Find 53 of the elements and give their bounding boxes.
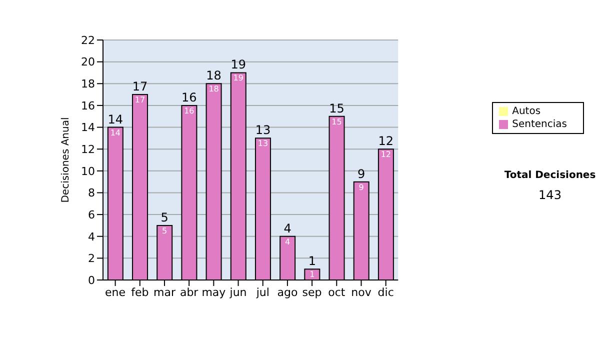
data-label: 13 [258,139,268,148]
data-label: 1 [310,270,315,280]
data-label: 9 [358,182,364,192]
x-tick-label: mar [153,286,176,299]
y-tick-label: 14 [81,121,95,134]
x-tick-label: oct [328,286,346,299]
x-tick-label: nov [351,286,372,299]
data-label: 17 [134,96,146,105]
y-tick-label: 2 [88,252,95,266]
data-label: 16 [184,106,194,116]
data-label: 5 [162,226,168,236]
data-label: 14 [110,128,121,138]
total-label: 4 [284,221,292,236]
total-label: 9 [358,166,366,181]
total-label: 13 [255,123,271,138]
total-label: 19 [230,58,246,72]
y-tick-label: 18 [81,78,95,91]
x-tick-label: dic [378,286,394,299]
data-label: 18 [208,84,219,94]
x-tick-label: ene [105,286,126,299]
data-label: 15 [332,117,342,126]
x-tick-label: abr [180,286,199,299]
total-label: 17 [132,80,148,94]
y-tick-label: 20 [81,56,95,69]
total-label: 12 [378,134,394,148]
total-label: 18 [206,68,222,83]
y-tick-label: 4 [88,230,95,244]
data-label: 4 [285,237,290,246]
y-tick-label: 12 [81,142,95,156]
y-tick-label: 22 [81,34,95,47]
y-tick-label: 0 [88,274,95,287]
x-tick-label: sep [302,286,322,299]
total-label: 16 [182,90,197,104]
total-label: 5 [160,210,168,224]
y-tick-label: 16 [81,99,95,112]
total-label: 1 [308,254,316,268]
x-tick-label: feb [131,286,149,299]
y-tick-label: 10 [81,164,95,178]
y-tick-label: 6 [88,208,95,222]
x-tick-label: jul [255,286,270,299]
total-label: 15 [329,101,344,116]
x-tick-label: ago [277,286,298,299]
y-tick-label: 8 [88,186,95,200]
y-axis-title: Decisiones Anual [60,117,72,203]
total-label: 14 [108,112,124,126]
data-label: 12 [380,150,392,160]
text: 143 [538,188,562,202]
data-label: 19 [233,74,244,83]
text: Total Decisiones [503,170,597,181]
x-tick-label: may [202,286,226,299]
legend-label: Sentencias [512,119,567,130]
legend-label: Autos [512,106,541,117]
x-tick-label: jun [228,286,247,299]
